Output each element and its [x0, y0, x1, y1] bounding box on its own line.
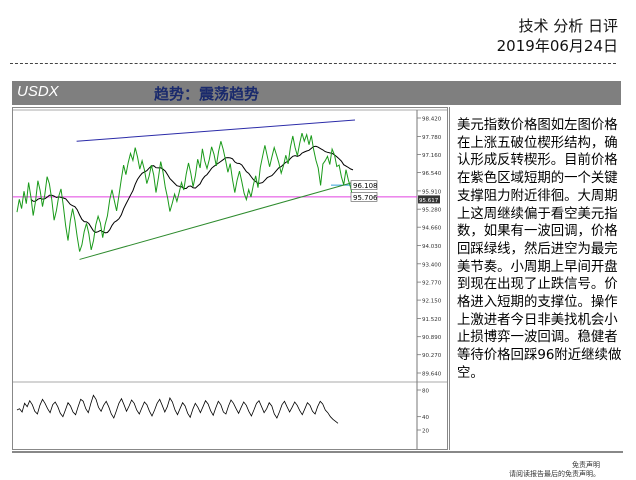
osc-tick-label: 80 — [422, 389, 429, 395]
price-tick-label: 94.030 — [422, 244, 442, 250]
last-price-box — [418, 195, 440, 204]
price-tick-label: 97.160 — [422, 153, 442, 159]
osc-tick-label: 40 — [422, 415, 429, 421]
header-divider — [10, 63, 616, 64]
price-tick-label: 95.910 — [422, 189, 442, 195]
lower-trendline — [79, 181, 356, 260]
price-tick-label: 90.890 — [422, 335, 442, 341]
price-axis-ticks: 98.420 97.780 97.160 96.540 95.910 95.280 94.6… — [417, 117, 442, 378]
trend-label: 趋势：震荡趋势 — [154, 85, 260, 103]
osc-tick-label: 20 — [422, 429, 429, 435]
analysis-commentary: 美元指数价格图如左图价格在上涨五破位楔形结构，确认形成反转楔形。目前价格在紫色区… — [457, 118, 622, 381]
price-tick-label: 89.640 — [422, 372, 442, 378]
price-tick-label: 92.770 — [422, 281, 442, 287]
upper-trendline — [76, 119, 356, 142]
price-tick-label: 98.420 — [422, 117, 442, 123]
resistance-tag-box — [350, 180, 378, 190]
section-title-bar: USDX 趋势：震荡趋势 — [12, 81, 621, 105]
symbol-label: USDX — [17, 83, 59, 100]
last-price-text: 95.617 — [419, 198, 439, 204]
oscillator-axis-ticks: 80 40 20 — [417, 389, 429, 435]
price-tick-label: 96.540 — [422, 171, 442, 177]
price-tick-label: 94.660 — [422, 226, 442, 232]
price-tick-label: 97.780 — [422, 135, 442, 141]
price-tick-label: 90.270 — [422, 353, 442, 359]
price-tick-label: 93.400 — [422, 262, 442, 268]
support-tag-text: 95.706 — [353, 194, 378, 202]
resistance-tag-text: 96.108 — [353, 182, 378, 190]
footer-divider — [12, 451, 623, 453]
price-pane — [13, 109, 447, 449]
disclaimer-title: 免责声明 — [572, 461, 600, 469]
column-divider — [449, 107, 450, 450]
disclaimer-note: 请阅读报告最后的免责声明。 — [509, 470, 600, 478]
price-tags: 96.108 95.706 95.617 — [350, 180, 440, 204]
trendlines — [13, 119, 417, 260]
support-tag-box — [350, 192, 378, 202]
report-date: 2019年06月24日 — [496, 37, 618, 55]
price-tick-label: 91.520 — [422, 317, 442, 323]
price-tick-label: 95.280 — [422, 208, 442, 214]
report-title: 技术 分析 日评 — [518, 17, 618, 35]
moving-average-line — [30, 145, 354, 234]
oscillator-line — [16, 394, 339, 424]
usdx-chart: 98.420 97.780 97.160 96.540 95.910 95.280 94.6… — [13, 109, 447, 449]
price-tick-label: 92.150 — [422, 299, 442, 305]
chart-panel: 98.420 97.780 97.160 96.540 95.910 95.280 94.6… — [12, 107, 448, 450]
price-line — [16, 132, 354, 252]
